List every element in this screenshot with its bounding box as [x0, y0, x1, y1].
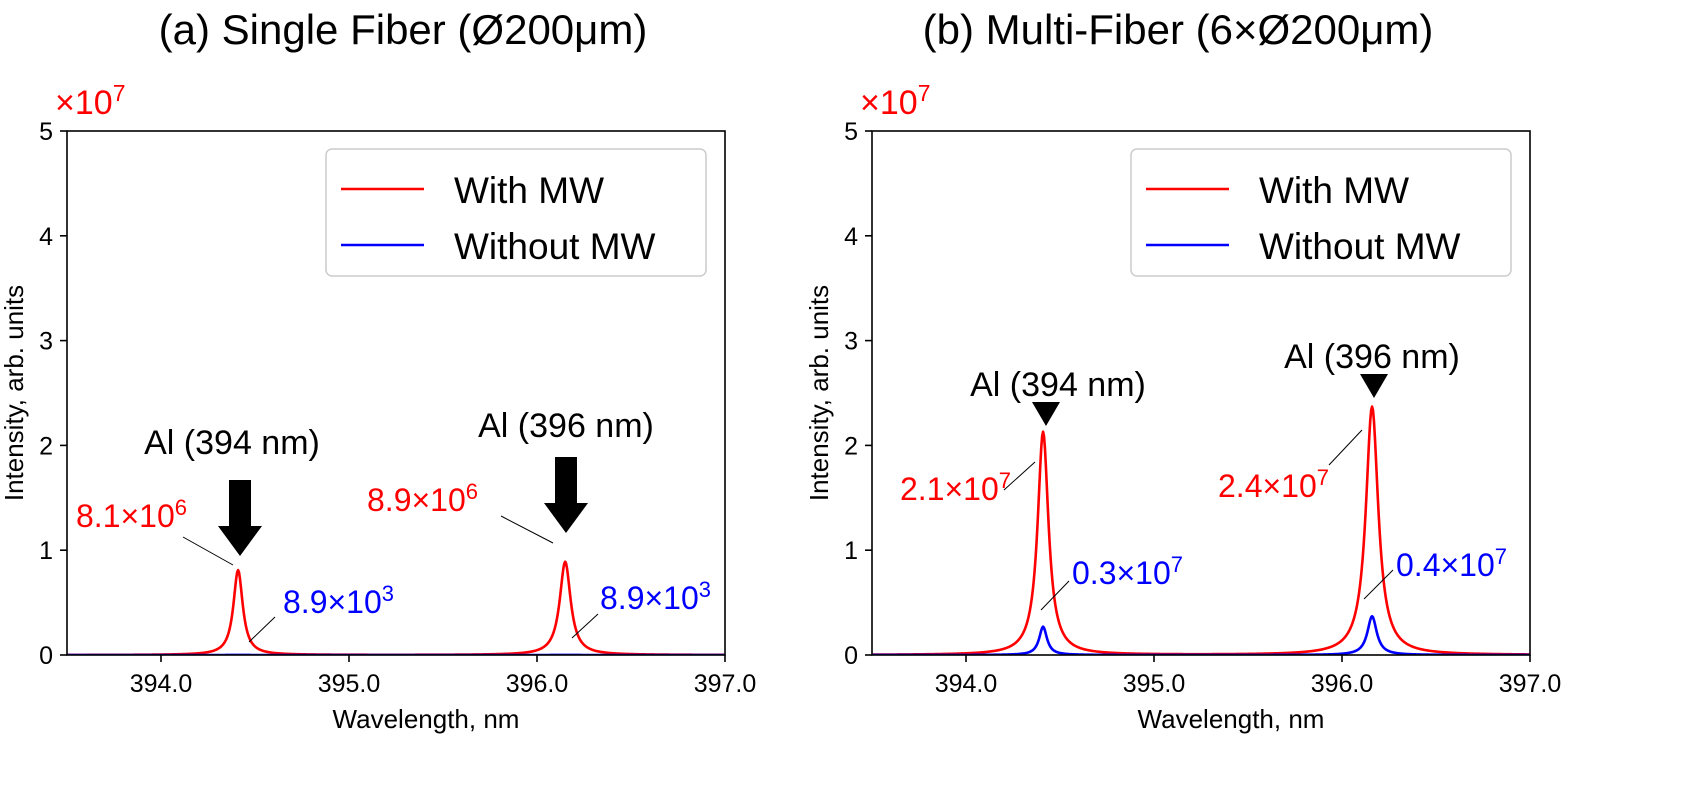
value-label: 8.1×106	[76, 495, 187, 534]
axis-multiplier-exponent: 7	[113, 80, 126, 106]
legend: With MW Without MW	[325, 148, 707, 277]
value-label: 8.9×103	[600, 577, 711, 616]
y-tick-label: 0	[39, 642, 53, 670]
x-tick-label: 397.0	[1499, 670, 1562, 698]
y-tick-label: 3	[39, 328, 53, 356]
axis-multiplier-exponent: 7	[918, 80, 931, 106]
chart-title: (a) Single Fiber (Ø200μm)	[159, 6, 648, 53]
y-tick-label: 4	[844, 223, 858, 251]
value-label-exponent: 7	[1171, 552, 1183, 577]
leader-line	[1363, 569, 1394, 600]
x-tick-label: 395.0	[318, 670, 381, 698]
legend-entry: With MW	[454, 170, 604, 211]
value-label-exponent: 6	[175, 495, 187, 520]
legend-entry: With MW	[1259, 170, 1409, 211]
x-tick-label: 394.0	[130, 670, 193, 698]
axis-multiplier-base: ×10	[55, 84, 113, 122]
y-tick-label: 1	[844, 537, 858, 565]
peak-label: Al (394 nm)	[144, 424, 320, 462]
plot-frame	[871, 130, 1531, 656]
peak-label: Al (396 nm)	[1284, 338, 1460, 376]
value-label-base: 8.9×10	[600, 580, 699, 616]
y-axis-label: Intensity, arb. units	[0, 285, 29, 501]
leader-line	[182, 536, 234, 566]
peak-marker	[1360, 374, 1388, 398]
value-label-base: 8.9×10	[367, 482, 466, 518]
panel-a: (a) Single Fiber (Ø200μm) ×107 394.0 395.0 3…	[0, 6, 756, 734]
x-tick-label: 395.0	[1123, 670, 1186, 698]
axis-multiplier: ×107	[860, 80, 930, 122]
y-tick-label: 5	[844, 118, 858, 146]
value-label: 2.1×107	[900, 468, 1011, 507]
leader-line	[571, 613, 599, 639]
peak-label: Al (396 nm)	[478, 407, 654, 445]
y-tick-label: 0	[844, 642, 858, 670]
x-tick-label: 397.0	[694, 670, 757, 698]
value-label: 0.3×107	[1072, 552, 1183, 591]
x-tick-label: 396.0	[506, 670, 569, 698]
x-axis-label: Wavelength, nm	[1138, 704, 1325, 734]
value-label: 8.9×106	[367, 479, 478, 518]
legend-entry: Without MW	[1259, 226, 1461, 267]
leader-line	[1328, 429, 1363, 466]
y-tick-label: 2	[39, 432, 53, 460]
x-axis-label: Wavelength, nm	[333, 704, 520, 734]
value-label-base: 0.4×10	[1396, 547, 1495, 583]
value-label: 0.4×107	[1396, 544, 1507, 583]
series-line-with-mw	[872, 405, 1530, 655]
value-label-base: 2.4×10	[1218, 468, 1317, 504]
peak-arrow	[218, 480, 262, 556]
value-label-exponent: 7	[1495, 544, 1507, 569]
series-group	[872, 405, 1530, 655]
y-tick-label: 4	[39, 223, 53, 251]
value-label: 2.4×107	[1218, 465, 1329, 504]
x-tick-label: 394.0	[935, 670, 998, 698]
leader-line	[1040, 580, 1070, 611]
value-label: 8.9×103	[283, 581, 394, 620]
legend: With MW Without MW	[1130, 148, 1512, 277]
y-tick-label: 5	[39, 118, 53, 146]
value-label-base: 8.1×10	[76, 498, 175, 534]
value-label-exponent: 6	[466, 479, 478, 504]
leader-line	[500, 515, 554, 544]
y-axis-label: Intensity, arb. units	[804, 285, 834, 501]
axis-multiplier-base: ×10	[860, 84, 918, 122]
value-label-exponent: 3	[382, 581, 394, 606]
x-tick-label: 396.0	[1311, 670, 1374, 698]
value-label-base: 0.3×10	[1072, 555, 1171, 591]
value-label-base: 2.1×10	[900, 471, 999, 507]
value-label-exponent: 7	[1317, 465, 1329, 490]
peak-label: Al (394 nm)	[970, 366, 1146, 404]
leader-line	[1003, 461, 1036, 491]
y-tick-label: 3	[844, 328, 858, 356]
peak-arrow	[544, 457, 588, 533]
peak-marker	[1032, 402, 1060, 426]
plot-frame	[66, 130, 726, 656]
series-line-without-mw	[872, 614, 1530, 655]
axis-multiplier: ×107	[55, 80, 125, 122]
y-tick-label: 2	[844, 432, 858, 460]
value-label-exponent: 3	[699, 577, 711, 602]
chart-title: (b) Multi-Fiber (6×Ø200μm)	[923, 6, 1434, 53]
legend-entry: Without MW	[454, 226, 656, 267]
value-label-base: 8.9×10	[283, 584, 382, 620]
leader-line	[248, 616, 276, 643]
y-tick-label: 1	[39, 537, 53, 565]
